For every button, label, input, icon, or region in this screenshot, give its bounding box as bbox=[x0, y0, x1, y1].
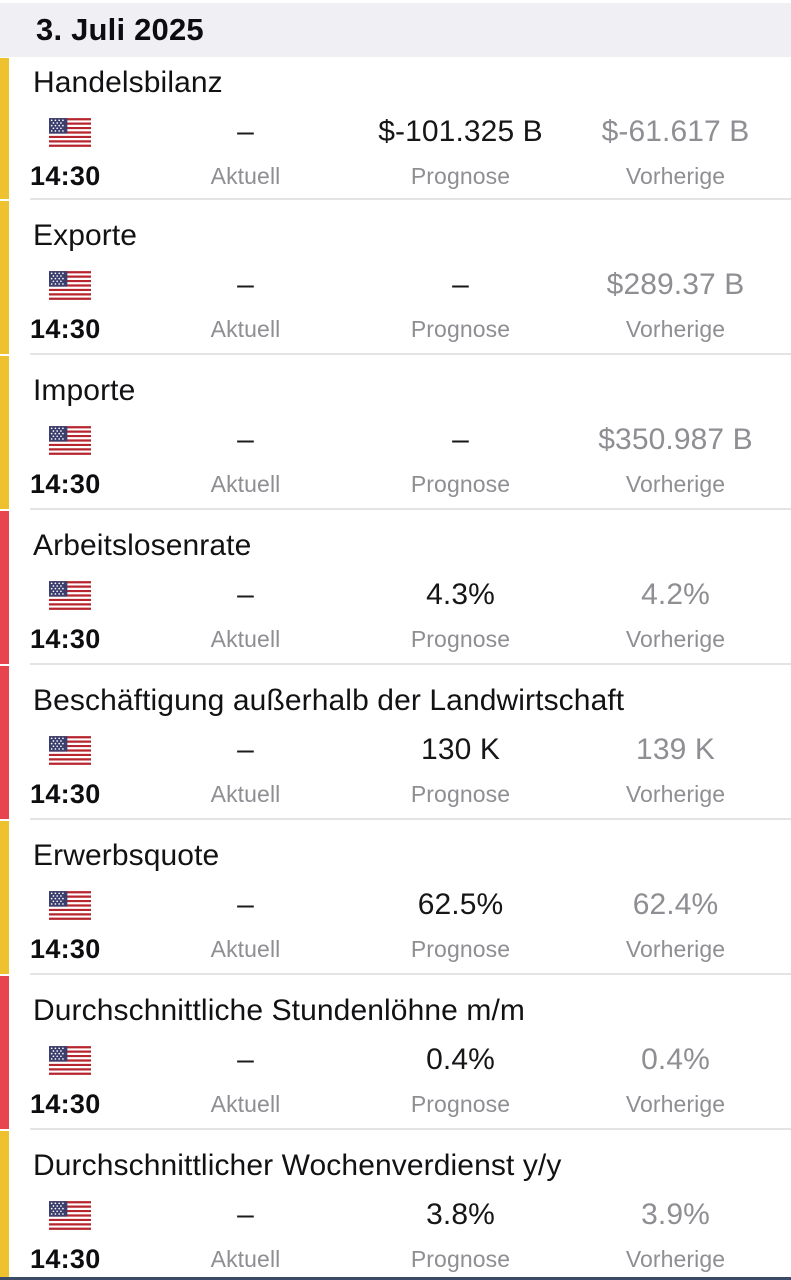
label-forecast: Prognose bbox=[410, 162, 511, 189]
label-forecast: Prognose bbox=[410, 1245, 511, 1272]
importance-bar bbox=[0, 356, 9, 509]
label-forecast: Prognose bbox=[410, 1090, 511, 1117]
event-row[interactable]: Exporte – – $289.37 B 14:30 Aktuell Prog… bbox=[0, 200, 791, 355]
previous-value: 139 K bbox=[636, 733, 715, 766]
forecast-value: – bbox=[452, 268, 469, 301]
us-flag-icon bbox=[49, 1045, 91, 1075]
event-row[interactable]: Erwerbsquote – 62.5% 62.4% 14:30 Aktuell… bbox=[0, 820, 791, 975]
label-actual: Aktuell bbox=[210, 935, 281, 962]
label-previous: Vorherige bbox=[625, 162, 726, 189]
event-title: Handelsbilanz bbox=[33, 66, 223, 99]
event-row[interactable]: Durchschnittliche Stundenlöhne m/m – 0.4… bbox=[0, 975, 791, 1130]
importance-bar bbox=[0, 58, 9, 199]
event-title: Beschäftigung außerhalb der Landwirtscha… bbox=[33, 684, 625, 717]
actual-value: – bbox=[237, 1198, 254, 1231]
label-actual: Aktuell bbox=[210, 1245, 281, 1272]
label-forecast: Prognose bbox=[410, 780, 511, 807]
previous-value: $-61.617 B bbox=[601, 115, 750, 148]
event-time: 14:30 bbox=[30, 160, 101, 191]
importance-bar bbox=[0, 976, 9, 1129]
previous-value: 0.4% bbox=[641, 1043, 710, 1076]
label-actual: Aktuell bbox=[210, 162, 281, 189]
event-title: Erwerbsquote bbox=[33, 839, 220, 872]
event-row[interactable]: Beschäftigung außerhalb der Landwirtscha… bbox=[0, 665, 791, 820]
forecast-value: 3.8% bbox=[426, 1198, 495, 1231]
label-previous: Vorherige bbox=[625, 935, 726, 962]
forecast-value: 130 K bbox=[421, 733, 500, 766]
label-previous: Vorherige bbox=[625, 1090, 726, 1117]
forecast-value: $-101.325 B bbox=[378, 115, 543, 148]
event-time: 14:30 bbox=[30, 1088, 101, 1119]
importance-bar bbox=[0, 201, 9, 354]
label-previous: Vorherige bbox=[625, 470, 726, 497]
us-flag-icon bbox=[49, 580, 91, 610]
event-title: Durchschnittliche Stundenlöhne m/m bbox=[33, 994, 525, 1027]
bottom-bar bbox=[0, 1277, 791, 1280]
us-flag-icon bbox=[49, 117, 91, 147]
event-title: Exporte bbox=[33, 219, 138, 252]
event-time: 14:30 bbox=[30, 623, 101, 654]
event-time: 14:30 bbox=[30, 1243, 101, 1274]
previous-value: 3.9% bbox=[641, 1198, 710, 1231]
label-forecast: Prognose bbox=[410, 315, 511, 342]
date-label: 3. Juli 2025 bbox=[36, 12, 204, 47]
event-time: 14:30 bbox=[30, 313, 101, 344]
event-row[interactable]: Handelsbilanz – $-101.325 B $-61.617 B 1… bbox=[0, 57, 791, 200]
label-previous: Vorherige bbox=[625, 315, 726, 342]
us-flag-icon bbox=[49, 425, 91, 455]
us-flag-icon bbox=[49, 270, 91, 300]
previous-value: 62.4% bbox=[632, 888, 719, 921]
date-header: 3. Juli 2025 bbox=[0, 3, 791, 57]
actual-value: – bbox=[237, 578, 254, 611]
importance-bar bbox=[0, 511, 9, 664]
forecast-value: 4.3% bbox=[426, 578, 495, 611]
us-flag-icon bbox=[49, 890, 91, 920]
importance-bar bbox=[0, 821, 9, 974]
label-forecast: Prognose bbox=[410, 935, 511, 962]
label-previous: Vorherige bbox=[625, 1245, 726, 1272]
label-actual: Aktuell bbox=[210, 780, 281, 807]
event-row[interactable]: Durchschnittlicher Wochenverdienst y/y –… bbox=[0, 1130, 791, 1280]
actual-value: – bbox=[237, 733, 254, 766]
us-flag-icon bbox=[49, 1200, 91, 1230]
label-actual: Aktuell bbox=[210, 625, 281, 652]
actual-value: – bbox=[237, 423, 254, 456]
forecast-value: – bbox=[452, 423, 469, 456]
forecast-value: 62.5% bbox=[417, 888, 504, 921]
actual-value: – bbox=[237, 1043, 254, 1076]
label-previous: Vorherige bbox=[625, 780, 726, 807]
previous-value: $289.37 B bbox=[606, 268, 745, 301]
event-title: Durchschnittlicher Wochenverdienst y/y bbox=[33, 1149, 562, 1182]
actual-value: – bbox=[237, 115, 254, 148]
event-row[interactable]: Importe – – $350.987 B 14:30 Aktuell Pro… bbox=[0, 355, 791, 510]
actual-value: – bbox=[237, 888, 254, 921]
label-actual: Aktuell bbox=[210, 315, 281, 342]
label-actual: Aktuell bbox=[210, 470, 281, 497]
forecast-value: 0.4% bbox=[426, 1043, 495, 1076]
us-flag-icon bbox=[49, 735, 91, 765]
event-time: 14:30 bbox=[30, 778, 101, 809]
event-time: 14:30 bbox=[30, 933, 101, 964]
label-forecast: Prognose bbox=[410, 625, 511, 652]
event-row[interactable]: Arbeitslosenrate – 4.3% 4.2% 14:30 Aktue… bbox=[0, 510, 791, 665]
actual-value: – bbox=[237, 268, 254, 301]
label-actual: Aktuell bbox=[210, 1090, 281, 1117]
importance-bar bbox=[0, 666, 9, 819]
previous-value: 4.2% bbox=[641, 578, 710, 611]
importance-bar bbox=[0, 1131, 9, 1280]
event-title: Importe bbox=[33, 374, 136, 407]
previous-value: $350.987 B bbox=[598, 423, 753, 456]
event-time: 14:30 bbox=[30, 468, 101, 499]
label-forecast: Prognose bbox=[410, 470, 511, 497]
label-previous: Vorherige bbox=[625, 625, 726, 652]
event-title: Arbeitslosenrate bbox=[33, 529, 252, 562]
